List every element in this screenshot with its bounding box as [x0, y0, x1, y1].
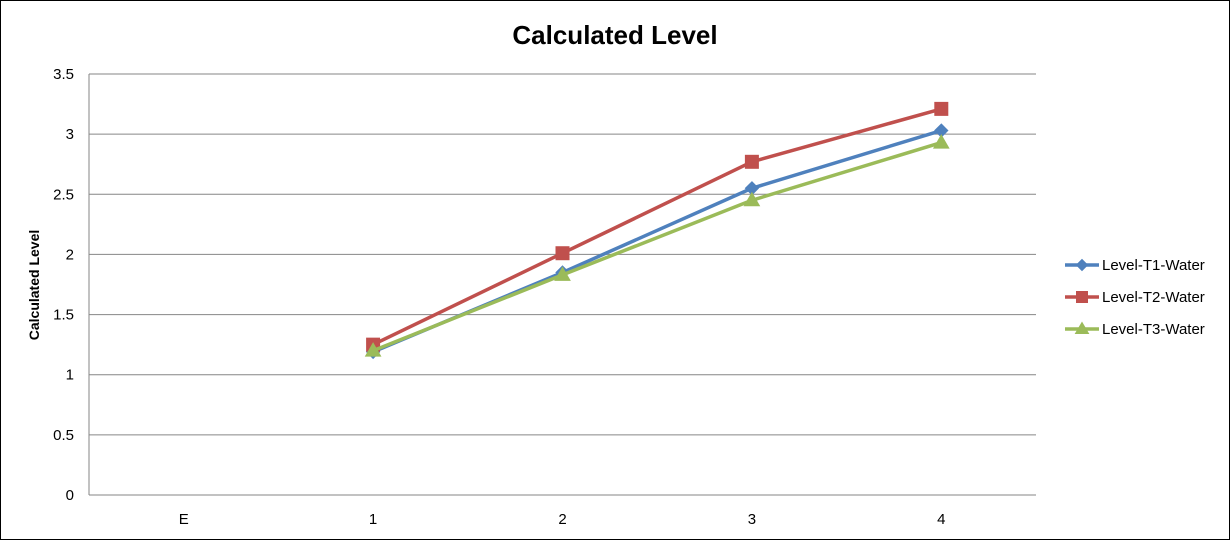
series-line: [372, 107, 942, 347]
data-point-square: [555, 246, 570, 261]
legend-label: Level-T3-Water: [1102, 321, 1205, 338]
legend-label: Level-T2-Water: [1102, 289, 1205, 306]
legend-label: Level-T1-Water: [1102, 257, 1205, 274]
data-point-triangle: [932, 134, 950, 149]
y-tick-label: 0: [66, 487, 74, 504]
legend-item: Level-T2-Water: [1065, 289, 1205, 306]
y-tick-label: 3: [66, 126, 74, 143]
y-tick-label: 2: [66, 246, 74, 263]
series-line: [372, 128, 942, 354]
data-point-square: [934, 101, 949, 116]
legend: Level-T1-Water Level-T2-Water Level-T3-Wat…: [1065, 257, 1205, 338]
series-Level-T1-Water: [365, 123, 949, 360]
data-point-triangle: [554, 266, 571, 281]
x-tick-label: 4: [937, 511, 945, 528]
gridlines: [89, 73, 1036, 436]
x-tick-label: 2: [558, 511, 566, 528]
series-lines: [364, 101, 950, 360]
legend-item: Level-T3-Water: [1065, 321, 1205, 338]
data-point-square: [744, 154, 759, 169]
x-tick-label: 3: [748, 511, 756, 528]
chart-title: Calculated Level: [512, 20, 717, 50]
series-line: [372, 140, 942, 353]
x-tick-label: 1: [369, 511, 377, 528]
data-point-diamond: [1075, 258, 1089, 272]
y-tick-label: 1: [66, 367, 74, 384]
y-tick-label: 2.5: [53, 186, 74, 203]
legend-item: Level-T1-Water: [1065, 257, 1205, 274]
y-tick-label: 3.5: [53, 66, 74, 83]
y-tick-label: 1.5: [53, 307, 74, 324]
axes: 0 0.5 1 1.5 2 2.5 3 3.5 E 1 2 3 4: [53, 66, 1036, 528]
data-point-triangle: [1074, 321, 1090, 334]
y-tick-label: 0.5: [53, 427, 74, 444]
data-point-triangle: [743, 191, 761, 207]
series-Level-T2-Water: [366, 101, 949, 352]
series-Level-T3-Water: [364, 134, 950, 357]
x-tick-label: E: [179, 511, 189, 528]
y-axis-label: Calculated Level: [26, 230, 42, 341]
data-point-triangle: [364, 342, 382, 357]
data-point-square: [1076, 291, 1088, 303]
